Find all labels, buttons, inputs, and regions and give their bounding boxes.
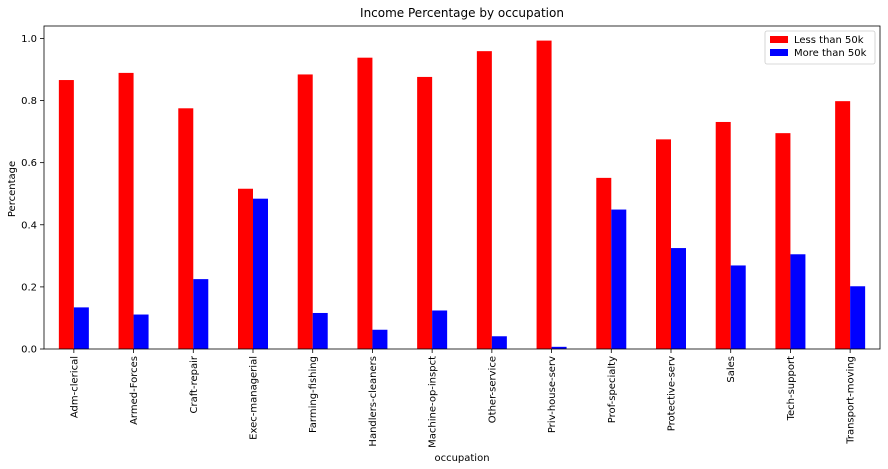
bar-more-than-50k-farming-fishing <box>312 312 328 349</box>
legend-label-more-than-50k: More than 50k <box>794 48 867 59</box>
y-tick-label: 1.0 <box>21 34 37 45</box>
bar-less-than-50k-exec-managerial <box>238 188 253 349</box>
y-tick-label: 0.2 <box>21 282 37 293</box>
axes-layer: 0.0 0.2 0.4 0.6 0.8 1.0 Adm-clerical Armed-Forc… <box>21 25 881 448</box>
bar-more-than-50k-adm-clerical <box>73 307 89 349</box>
bar-more-than-50k-handlers-cleaners <box>372 329 388 349</box>
bar-more-than-50k-other-service <box>491 336 507 349</box>
bar-less-than-50k-transport-moving <box>835 101 851 350</box>
x-tick-label: Farming-fishing <box>308 356 319 433</box>
bar-less-than-50k-machine-op-inspct <box>417 76 433 349</box>
bar-more-than-50k-exec-managerial <box>253 198 268 349</box>
bar-more-than-50k-tech-support <box>790 254 806 349</box>
x-tick-label: Machine-op-inspct <box>428 356 439 448</box>
x-tick-label: Tech-support <box>786 356 797 421</box>
bar-more-than-50k-priv-house-serv <box>551 346 567 349</box>
x-tick-label: Transport-moving <box>846 356 857 445</box>
bar-more-than-50k-armed-forces <box>133 314 149 349</box>
legend-swatch-less-than-50k <box>770 36 788 43</box>
x-tick-label: Armed-Forces <box>129 356 140 425</box>
bar-less-than-50k-tech-support <box>775 133 791 349</box>
x-tick-label: Priv-house-serv <box>547 356 558 433</box>
bar-less-than-50k-prof-specialty <box>596 177 612 349</box>
bar-less-than-50k-sales <box>715 121 731 350</box>
bar-less-than-50k-other-service <box>476 51 492 349</box>
bar-more-than-50k-transport-moving <box>850 286 866 349</box>
x-tick-label: Craft-repair <box>189 355 200 413</box>
bar-more-than-50k-prof-specialty <box>611 209 627 349</box>
bar-more-than-50k-craft-repair <box>193 279 209 349</box>
legend-swatch-more-than-50k <box>770 49 788 56</box>
legend-box <box>764 30 876 65</box>
y-axis-label: Percentage <box>7 161 18 217</box>
bar-less-than-50k-protective-serv <box>656 139 671 349</box>
x-tick-label: Exec-managerial <box>249 356 260 440</box>
bar-more-than-50k-machine-op-inspct <box>432 310 448 349</box>
y-tick-label: 0.4 <box>21 220 37 231</box>
chart-title: Income Percentage by occupation <box>360 6 564 20</box>
x-tick-label: Prof-specialty <box>607 356 618 423</box>
x-tick-label: Sales <box>726 356 737 383</box>
y-tick-label: 0.0 <box>21 345 37 356</box>
legend: Less than 50k More than 50k <box>764 30 876 65</box>
bar-less-than-50k-armed-forces <box>118 72 134 349</box>
x-tick-label: Protective-serv <box>667 356 678 431</box>
bar-less-than-50k-craft-repair <box>178 108 194 349</box>
y-tick-label: 0.6 <box>21 158 37 169</box>
bar-less-than-50k-farming-fishing <box>297 74 313 349</box>
bar-more-than-50k-protective-serv <box>671 248 686 349</box>
x-axis-label: occupation <box>434 453 489 464</box>
x-tick-label: Adm-clerical <box>69 356 80 418</box>
bars-layer <box>58 40 866 350</box>
bar-more-than-50k-sales <box>730 265 746 349</box>
y-tick-label: 0.8 <box>21 96 37 107</box>
legend-label-less-than-50k: Less than 50k <box>794 35 864 46</box>
bar-less-than-50k-adm-clerical <box>58 80 74 350</box>
bar-less-than-50k-handlers-cleaners <box>357 57 373 350</box>
x-tick-label: Other-service <box>487 356 498 423</box>
x-tick-label: Handlers-cleaners <box>368 356 379 447</box>
plot-frame <box>43 25 881 350</box>
bar-less-than-50k-priv-house-serv <box>536 40 552 350</box>
